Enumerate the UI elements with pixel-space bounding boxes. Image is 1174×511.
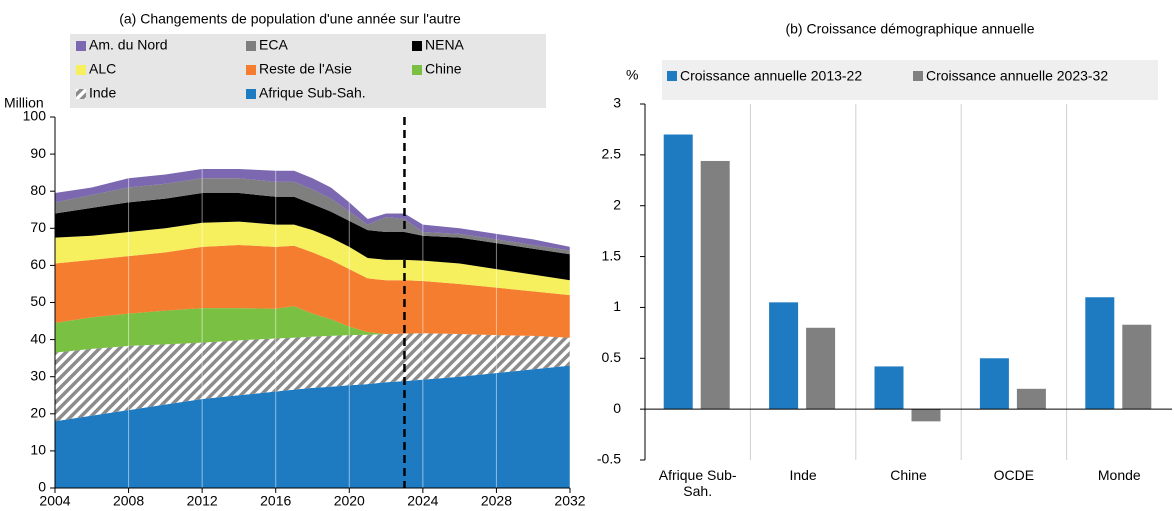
bar — [911, 409, 941, 422]
y-tick-label: 0.5 — [602, 349, 622, 365]
y-tick-label: 50 — [30, 293, 46, 309]
area — [55, 221, 570, 296]
x-tick-label: 2020 — [334, 493, 365, 509]
y-tick-label: 100 — [23, 108, 47, 124]
x-tick-label: 2032 — [554, 493, 585, 509]
legend-label: Croissance annuelle 2023-32 — [926, 68, 1108, 84]
area — [55, 365, 570, 488]
legend-swatch — [412, 65, 422, 75]
legend-label: NENA — [425, 37, 465, 53]
legend-box — [70, 34, 546, 108]
x-tick-label: Monde — [1097, 467, 1141, 483]
legend-swatch — [913, 71, 923, 81]
y-tick-label: 0 — [38, 479, 46, 495]
legend-label: Afrique Sub-Sah. — [259, 85, 366, 101]
area — [55, 244, 570, 338]
legend-swatch — [76, 65, 86, 75]
x-tick-label: 2012 — [187, 493, 218, 509]
x-tick-label: 2016 — [260, 493, 291, 509]
y-tick-label: -0.5 — [597, 451, 621, 467]
y-tick-label: 40 — [30, 330, 46, 346]
area — [55, 178, 570, 255]
y-tick-label: 90 — [30, 145, 46, 161]
legend-swatch — [76, 89, 86, 99]
area — [55, 193, 570, 281]
y-tick-label: 10 — [30, 442, 46, 458]
y-tick-label: 80 — [30, 182, 46, 198]
bar — [1016, 388, 1046, 410]
legend-label: ALC — [89, 61, 116, 77]
legend-swatch — [412, 41, 422, 51]
legend-label: Am. du Nord — [89, 37, 168, 53]
legend-label: ECA — [259, 37, 288, 53]
x-tick-label: 2004 — [39, 493, 70, 509]
bar — [1085, 297, 1115, 410]
legend-label: Inde — [89, 85, 116, 101]
legend-label: Reste de l'Asie — [259, 61, 352, 77]
area — [55, 333, 570, 422]
legend-label: Chine — [425, 61, 462, 77]
legend-swatch — [667, 71, 677, 81]
y-tick-label: 1.5 — [602, 247, 622, 263]
y-tick-label: 2 — [613, 196, 621, 212]
legend-label: Croissance annuelle 2013-22 — [680, 68, 862, 84]
y-tick-label: 60 — [30, 256, 46, 272]
legend-swatch — [246, 89, 256, 99]
x-tick-label: 2024 — [407, 493, 438, 509]
chart-title: (b) Croissance démographique annuelle — [785, 21, 1034, 37]
x-tick-label: Inde — [789, 467, 817, 483]
chart-title: (a) Changements de population d'une anné… — [119, 11, 461, 27]
x-tick-label: Afrique Sub-Sah. — [658, 467, 737, 499]
x-tick-label: Chine — [890, 467, 927, 483]
bar — [700, 160, 730, 410]
y-tick-label: 2.5 — [602, 146, 622, 162]
x-tick-label: OCDE — [993, 467, 1035, 483]
y-tick-label: 3 — [613, 95, 621, 111]
y-tick-label: 0 — [613, 400, 621, 416]
area — [55, 306, 570, 353]
y-tick-label: 20 — [30, 405, 46, 421]
bar — [979, 358, 1009, 410]
x-tick-label: 2028 — [481, 493, 512, 509]
y-tick-label: 70 — [30, 219, 46, 235]
legend-box — [662, 60, 1158, 100]
bar — [1122, 324, 1152, 410]
y-axis-label: % — [626, 67, 638, 83]
x-tick-label: 2008 — [113, 493, 144, 509]
legend-swatch — [76, 41, 86, 51]
legend-swatch — [246, 41, 256, 51]
bar — [769, 302, 799, 410]
legend-swatch — [246, 65, 256, 75]
y-tick-label: 30 — [30, 367, 46, 383]
y-tick-label: 1 — [613, 298, 621, 314]
y-axis-label: Million — [4, 95, 44, 111]
area — [55, 168, 570, 251]
bar — [663, 134, 693, 410]
bar — [874, 366, 904, 410]
bar — [806, 327, 836, 410]
